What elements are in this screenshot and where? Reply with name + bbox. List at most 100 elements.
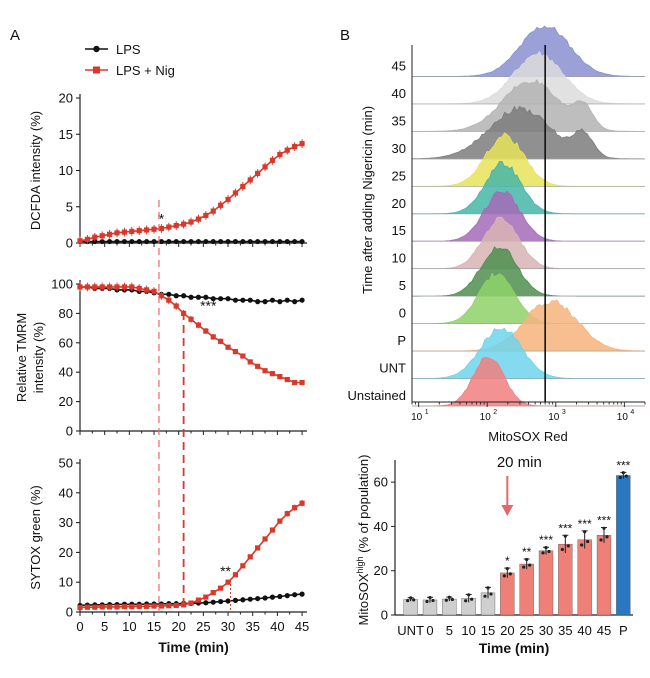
sytox-nig-point: [158, 603, 165, 609]
dcfda-nig-point: [136, 228, 142, 234]
sytox-y-tick-label: 50: [59, 456, 73, 471]
tmrm-lps-point: [255, 299, 261, 305]
sytox-lps-point: [240, 597, 246, 603]
tmrm-y-tick-label: 80: [59, 306, 73, 321]
dcfda-nig-point: [195, 216, 202, 222]
tmrm-lps-point: [173, 293, 179, 299]
tmrm-lps-point: [232, 297, 239, 303]
sytox-y-tick-label: 30: [59, 515, 73, 530]
sytox-lps-point: [269, 594, 276, 600]
sytox-y-tick-label: 0: [66, 605, 73, 620]
sytox-lps-point: [284, 593, 290, 599]
sytox-x-tick-label: 5: [101, 619, 108, 634]
sytox-nig-point: [136, 603, 142, 609]
dcfda-lps-point: [99, 238, 105, 245]
bar-x-tick-label: 35: [558, 623, 572, 638]
bar-replicate-dot: [450, 597, 454, 602]
tmrm-lps-point: [166, 291, 172, 297]
bar-UNT: [403, 599, 418, 616]
bar-replicate-dot: [467, 593, 471, 597]
dcfda-lps-point: [121, 238, 128, 245]
tmrm-lps-point: [269, 297, 276, 303]
bar-replicate-dot: [464, 599, 468, 603]
dcfda-lps-point: [247, 238, 253, 245]
sytox-nig-point: [218, 585, 224, 591]
panel-label-a: A: [10, 27, 20, 44]
arrow-head: [501, 505, 514, 516]
bar-y-label-rest: (% of population): [356, 455, 371, 557]
bar-replicate-dot: [412, 598, 416, 602]
dcfda-nig-point: [107, 231, 113, 237]
bar-replicate-dot: [502, 574, 506, 578]
sytox-x-tick-label: 0: [76, 619, 83, 634]
sytox-lps-point: [255, 595, 261, 602]
bar-5: [442, 598, 457, 616]
tmrm-nig-point: [99, 284, 105, 290]
histogram-x-tick-exponent: 1: [425, 409, 429, 416]
dcfda-lps-point: [255, 238, 261, 245]
bar-replicate-dot: [583, 530, 587, 534]
dcfda-lps-point: [136, 238, 142, 245]
bar-replicate-dot: [425, 599, 429, 604]
sytox-series-nig-line: [79, 502, 303, 609]
sytox-nig-point: [92, 604, 98, 610]
sytox-lps-point: [292, 592, 298, 598]
tmrm-lps-point: [210, 296, 216, 302]
bar-significance: ***: [616, 458, 630, 472]
tmrm-y-tick-label: 0: [66, 424, 73, 439]
bar-replicate-dot: [541, 551, 545, 555]
sytox-nig-point: [269, 527, 276, 533]
tmrm-y-tick-label: 20: [59, 394, 73, 409]
histogram-x-tick-exponent: 2: [493, 409, 497, 416]
bar-replicate-dot: [489, 592, 493, 596]
dcfda-lps-point: [299, 238, 305, 245]
legend-nig-label: LPS + Nig: [116, 63, 175, 78]
bar-y-label-main: MitoSOX: [356, 573, 371, 625]
sytox-lps-point: [232, 597, 239, 603]
dcfda-nig-point: [188, 219, 194, 225]
bar-x-tick-label: 25: [519, 623, 533, 638]
bar-y-label: MitoSOXhigh (% of population): [355, 455, 371, 626]
vertical-guide-lines: [158, 200, 232, 612]
bar-P: [616, 475, 631, 616]
bar-replicate-dot: [431, 598, 435, 603]
bar-45: [596, 535, 612, 616]
tmrm-nig-point: [299, 379, 305, 386]
bar-x-tick-label: UNT: [397, 623, 424, 638]
bar-replicate-dot: [486, 586, 490, 590]
dcfda-nig-point: [99, 233, 105, 239]
bar-replicate-dot: [547, 549, 551, 554]
histogram-y-label: Time after adding Nigericin (min): [360, 106, 375, 294]
dcfda-nig-point: [277, 151, 283, 158]
tmrm-lps-point: [181, 293, 187, 299]
sytox-lps-point: [262, 595, 268, 601]
sytox-nig-point: [107, 604, 113, 610]
bar-x-tick-label: 10: [461, 623, 475, 638]
tmrm-lps-point: [188, 294, 194, 300]
sytox-y-tick-label: 10: [59, 575, 73, 590]
tmrm-nig-point: [262, 368, 268, 374]
dcfda-nig-point: [247, 177, 253, 183]
histogram-x-tick-label: 10: [617, 412, 629, 423]
bar-significance: ***: [558, 521, 572, 535]
legend-lps-marker: [93, 45, 100, 53]
dcfda-nig-point: [166, 224, 172, 230]
tmrm-nig-point: [255, 363, 261, 369]
dcfda-nig-point: [151, 226, 157, 232]
histogram-row-35: [411, 79, 646, 132]
dcfda-lps-point: [218, 238, 224, 245]
dcfda-lps-point: [203, 238, 209, 245]
histogram-row-label: 45: [392, 58, 406, 73]
dcfda-nig-point: [77, 238, 83, 244]
bar-replicate-dot: [621, 471, 625, 475]
sytox-nig-point: [203, 594, 209, 600]
dcfda-lps-point: [210, 238, 216, 245]
legend-nig-marker: [93, 66, 100, 74]
sytox-nig-point: [129, 604, 135, 610]
tmrm-nig-point: [188, 316, 194, 322]
sytox-lps-point: [210, 599, 216, 605]
dcfda-nig-point: [284, 147, 290, 153]
dcfda-lps-point: [277, 238, 283, 245]
